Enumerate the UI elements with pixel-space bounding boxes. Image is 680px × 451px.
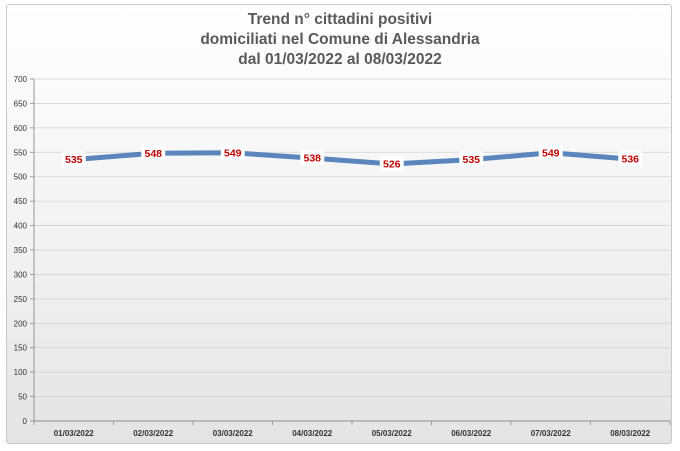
data-label-box [300, 150, 325, 166]
chart-title-line-2: domiciliati nel Comune di Alessandria [200, 31, 480, 48]
y-tick-label: 500 [14, 173, 28, 182]
data-label: 535 [462, 154, 480, 166]
y-tick-label: 650 [14, 99, 28, 108]
data-label-box [220, 144, 245, 160]
y-tick-label: 250 [14, 295, 28, 304]
chart-title: Trend n° cittadini positivi domiciliati … [0, 10, 680, 70]
y-tick-label: 550 [14, 148, 28, 157]
x-tick-label: 08/03/2022 [610, 429, 651, 438]
y-tick-label: 300 [14, 270, 28, 279]
chart-title-line-1: Trend n° cittadini positivi [247, 11, 433, 28]
y-tick-label: 600 [14, 124, 28, 133]
data-label: 526 [383, 159, 401, 171]
x-tick-label: 03/03/2022 [213, 429, 254, 438]
data-label-box [618, 151, 643, 167]
x-tick-label: 05/03/2022 [372, 429, 413, 438]
series-line [71, 150, 633, 167]
x-tick-label: 02/03/2022 [133, 429, 174, 438]
data-label-box [61, 151, 86, 167]
data-label: 536 [621, 154, 639, 166]
y-tick-label: 400 [14, 222, 28, 231]
data-label: 549 [224, 147, 242, 159]
data-label-box [379, 156, 404, 172]
y-tick-label: 350 [14, 246, 28, 255]
chart-title-line-3: dal 01/03/2022 al 08/03/2022 [238, 51, 442, 68]
x-tick-label: 06/03/2022 [451, 429, 492, 438]
y-tick-label: 700 [14, 75, 28, 84]
x-tick-label: 01/03/2022 [54, 429, 95, 438]
data-label-box [141, 145, 166, 161]
x-tick-label: 07/03/2022 [531, 429, 572, 438]
y-tick-label: 50 [18, 393, 27, 402]
data-label-box [459, 151, 484, 167]
data-label: 538 [303, 153, 321, 165]
y-tick-label: 200 [14, 319, 28, 328]
x-tick-label: 04/03/2022 [292, 429, 333, 438]
data-label: 549 [542, 147, 560, 159]
y-tick-label: 450 [14, 197, 28, 206]
y-tick-label: 0 [23, 417, 28, 426]
data-label-box [538, 144, 563, 160]
data-label: 548 [144, 148, 162, 160]
data-label: 535 [65, 154, 83, 166]
chart-area [6, 4, 672, 444]
y-tick-label: 100 [14, 368, 28, 377]
y-tick-label: 150 [14, 344, 28, 353]
